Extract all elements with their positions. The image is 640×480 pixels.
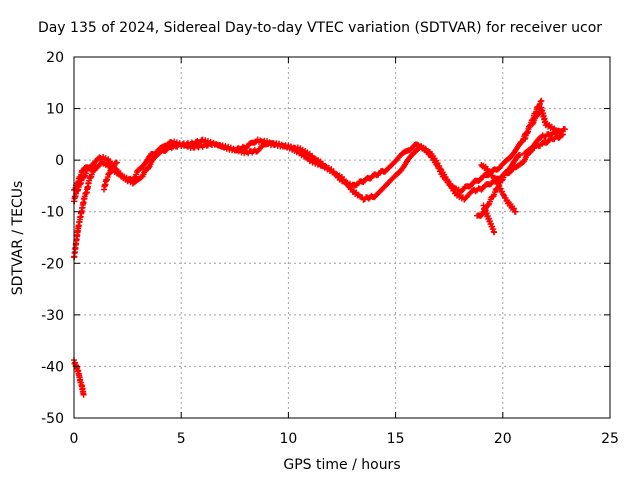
plot-frame bbox=[73, 56, 611, 419]
data-points bbox=[474, 152, 523, 219]
data-points bbox=[521, 131, 566, 157]
data-points bbox=[521, 97, 545, 142]
y-tick-label: -10 bbox=[41, 205, 64, 221]
y-tick-label: 10 bbox=[46, 102, 64, 118]
series-trace-i bbox=[521, 97, 545, 142]
x-tick-label: 5 bbox=[177, 431, 186, 447]
data-series bbox=[71, 97, 568, 398]
series-trace-g bbox=[474, 152, 523, 219]
x-tick-label: 0 bbox=[70, 431, 79, 447]
y-tick-label: -50 bbox=[41, 411, 64, 427]
series-trace-c bbox=[71, 357, 87, 398]
x-tick-label: 10 bbox=[279, 431, 297, 447]
y-tick-label: -20 bbox=[41, 256, 64, 272]
y-tick-label: -30 bbox=[41, 308, 64, 324]
x-axis-label: GPS time / hours bbox=[283, 457, 401, 473]
series-trace-e bbox=[101, 159, 120, 193]
x-tick-label: 20 bbox=[494, 431, 512, 447]
y-axis-label: SDTVAR / TECUs bbox=[10, 180, 26, 296]
y-tick-label: 20 bbox=[46, 50, 64, 66]
data-points bbox=[71, 357, 87, 398]
series-trace-j bbox=[521, 131, 566, 157]
data-points bbox=[480, 202, 498, 236]
chart-title: Day 135 of 2024, Sidereal Day-to-day VTE… bbox=[37, 20, 603, 36]
x-tick-label: 25 bbox=[601, 431, 619, 447]
series-trace-h bbox=[480, 202, 498, 236]
x-tick-label: 15 bbox=[387, 431, 405, 447]
axis-ticks: -50 -40 -30 -20 -10 0 10 20 0 5 10 15 20 25 bbox=[41, 50, 619, 447]
data-points bbox=[101, 159, 120, 193]
grid-lines bbox=[74, 57, 610, 418]
y-tick-label: -40 bbox=[41, 359, 64, 375]
y-tick-label: 0 bbox=[55, 153, 64, 169]
